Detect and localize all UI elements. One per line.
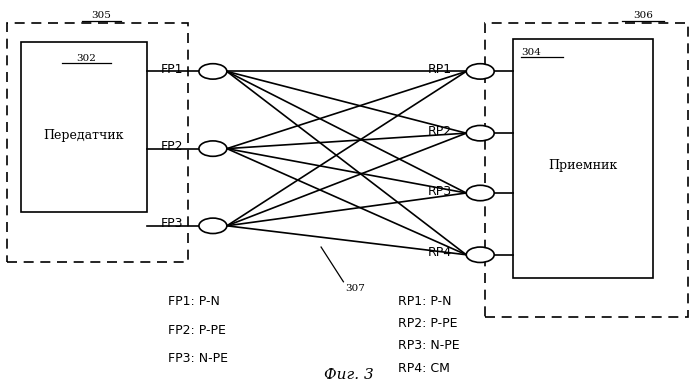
Text: FP3: FP3 (161, 217, 184, 230)
Text: Приемник: Приемник (548, 159, 618, 173)
Circle shape (199, 64, 227, 79)
Circle shape (466, 185, 494, 201)
Text: FP1: FP1 (161, 63, 184, 76)
Text: 304: 304 (521, 48, 541, 57)
Text: RP3: N-PE: RP3: N-PE (398, 339, 459, 352)
Text: FP2: FP2 (161, 140, 184, 153)
Text: RP2: P-PE: RP2: P-PE (398, 317, 457, 330)
Text: RP3: RP3 (428, 185, 452, 198)
FancyBboxPatch shape (21, 42, 147, 212)
Text: 305: 305 (91, 11, 111, 20)
Text: 306: 306 (633, 11, 653, 20)
Circle shape (199, 141, 227, 156)
Text: RP1: P-N: RP1: P-N (398, 295, 452, 308)
Text: FP3: N-PE: FP3: N-PE (168, 352, 228, 366)
Text: RP4: CM: RP4: CM (398, 362, 450, 375)
Circle shape (199, 218, 227, 234)
Circle shape (466, 247, 494, 262)
Text: RP2: RP2 (428, 125, 452, 138)
Text: FP2: P-PE: FP2: P-PE (168, 323, 225, 337)
Text: RP4: RP4 (428, 246, 452, 259)
Text: 302: 302 (76, 54, 96, 63)
Text: 307: 307 (346, 284, 365, 293)
Circle shape (466, 125, 494, 141)
Text: Фиг. 3: Фиг. 3 (324, 368, 374, 382)
Text: RP1: RP1 (428, 63, 452, 76)
FancyBboxPatch shape (513, 39, 653, 278)
Text: FP1: P-N: FP1: P-N (168, 295, 219, 308)
Circle shape (466, 64, 494, 79)
Text: Передатчик: Передатчик (43, 129, 124, 142)
